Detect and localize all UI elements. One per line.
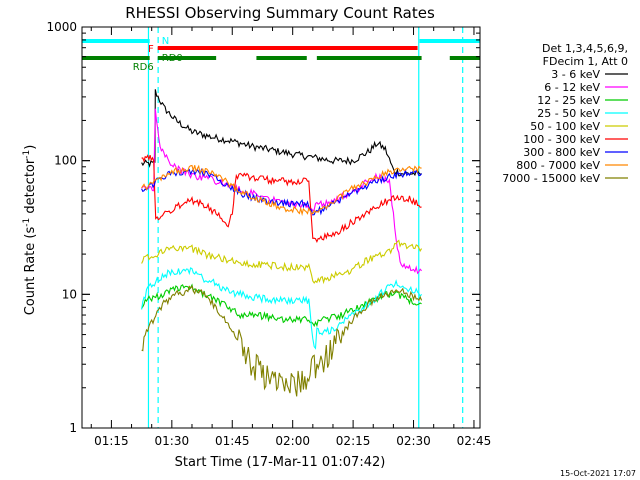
legend-header-0: Det 1,3,4,5,6,9, (542, 42, 628, 55)
legend-header-1: FDecim 1, Att 0 (543, 55, 628, 68)
y-tick-label: 1000 (46, 20, 77, 34)
plot-frame (81, 26, 481, 429)
legend-label-6: 300 - 800 keV (523, 146, 600, 159)
y-tick-label: 10 (62, 287, 77, 301)
legend-label-7: 800 - 7000 keV (516, 159, 600, 172)
series-layer (141, 89, 423, 397)
x-tick-label: 01:15 (94, 434, 129, 448)
legend-label-3: 25 - 50 keV (537, 107, 600, 120)
x-axis-label: Start Time (17-Mar-11 01:07:42) (175, 455, 386, 470)
label-decimation-RD0: RD0 (162, 53, 183, 64)
legend-label-0: 3 - 6 keV (551, 68, 600, 81)
x-tick-label: 02:00 (275, 434, 310, 448)
legend-label-5: 100 - 300 keV (523, 133, 600, 146)
y-axis-label-main: Count Rate (s (23, 227, 38, 316)
y-tick-label: 100 (54, 154, 77, 168)
x-tick-label: 02:45 (457, 434, 492, 448)
legend-label-1: 6 - 12 keV (544, 81, 600, 94)
series-line-0 (141, 89, 422, 177)
x-tick-label: 02:15 (336, 434, 371, 448)
series-line-5 (141, 154, 422, 243)
legend: Det 1,3,4,5,6,9,FDecim 1, Att 03 - 6 keV… (502, 42, 628, 185)
x-tick-label: 01:30 (155, 434, 190, 448)
state-bars: NF RD0 RD6 (82, 36, 480, 73)
series-line-8 (141, 284, 423, 397)
label-decimation-RD6: RD6 (133, 62, 154, 73)
y-axis-label-mid: detector (23, 158, 38, 218)
plot-area (147, 27, 464, 428)
legend-label-8: 7000 - 15000 keV (502, 172, 600, 185)
chart-title: RHESSI Observing Summary Count Rates (125, 4, 435, 22)
label-attenuator-N: N (162, 36, 169, 47)
label-flare-F: F (148, 44, 154, 55)
series-line-7 (141, 164, 422, 217)
y-axis-label: Count Rate (s-1 detector-1) (22, 145, 38, 316)
legend-label-2: 12 - 25 keV (537, 94, 600, 107)
y-axis-label-sup1: -1 (22, 218, 32, 227)
legend-label-4: 50 - 100 keV (530, 120, 600, 133)
x-tick-label: 01:45 (215, 434, 250, 448)
series-line-4 (141, 239, 423, 285)
axes: 01:15 01:30 01:45 02:00 02:15 02:30 02:45 1 10 10… (46, 20, 491, 448)
footer-timestamp: 15-Oct-2021 17:07 (560, 469, 636, 478)
x-tick-label: 02:30 (396, 434, 431, 448)
y-tick-label: 1 (69, 421, 77, 435)
y-axis-label-sup2: -1 (22, 150, 32, 159)
series-line-2 (141, 283, 422, 328)
y-axis-label-end: ) (23, 145, 38, 150)
